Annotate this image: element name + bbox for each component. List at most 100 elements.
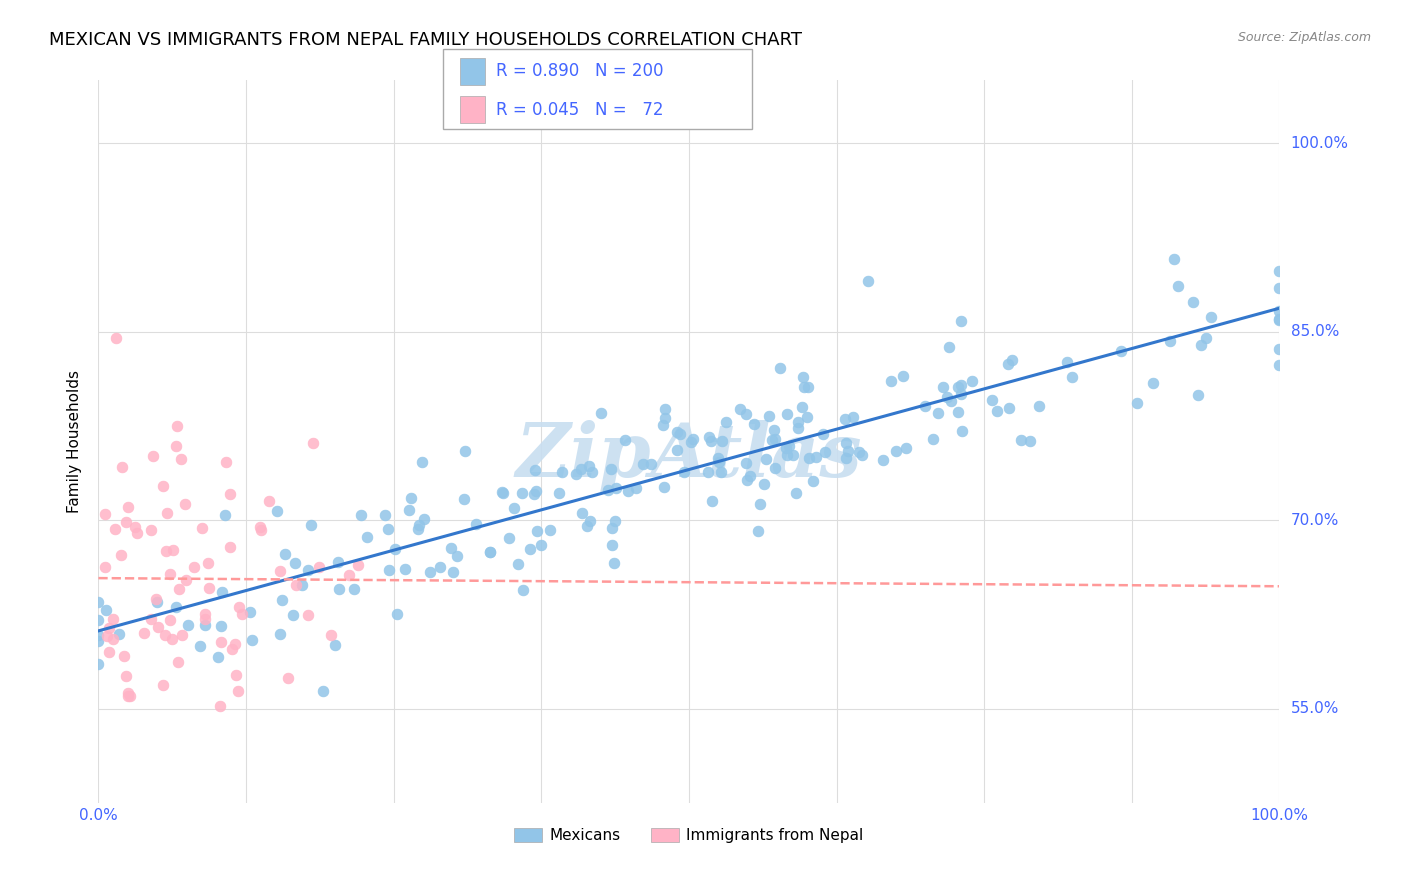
Point	[624, 481, 647, 495]
Point	[790, 401, 813, 415]
Point	[927, 406, 949, 420]
Point	[769, 360, 792, 375]
Point	[228, 600, 250, 615]
Point	[858, 274, 880, 288]
Point	[986, 404, 1008, 418]
Point	[257, 493, 280, 508]
Point	[87, 657, 110, 671]
Point	[1268, 264, 1291, 278]
Point	[498, 531, 520, 545]
Point	[997, 357, 1019, 371]
Point	[936, 390, 959, 404]
Point	[194, 618, 217, 632]
Point	[308, 559, 330, 574]
Point	[834, 436, 856, 450]
Point	[398, 503, 420, 517]
Point	[323, 638, 346, 652]
Point	[174, 497, 197, 511]
Point	[738, 469, 761, 483]
Point	[600, 521, 623, 535]
Point	[159, 567, 181, 582]
Point	[949, 377, 972, 392]
Point	[1159, 334, 1181, 348]
Point	[155, 543, 177, 558]
Point	[748, 497, 770, 511]
Point	[162, 543, 184, 558]
Point	[225, 667, 247, 681]
Point	[429, 560, 451, 574]
Point	[591, 406, 613, 420]
Point	[1163, 252, 1185, 267]
Point	[478, 545, 501, 559]
Point	[446, 549, 468, 563]
Point	[224, 637, 246, 651]
Point	[742, 417, 765, 431]
Point	[104, 522, 127, 536]
Point	[776, 407, 799, 421]
Y-axis label: Family Households: Family Households	[67, 370, 83, 513]
Point	[269, 627, 291, 641]
Point	[111, 460, 134, 475]
Point	[801, 474, 824, 488]
Point	[374, 508, 396, 523]
Point	[165, 600, 187, 615]
Point	[1268, 311, 1291, 326]
Point	[960, 374, 983, 388]
Point	[115, 669, 138, 683]
Point	[700, 434, 723, 449]
Point	[814, 445, 837, 459]
Point	[640, 457, 662, 471]
Point	[949, 314, 972, 328]
Point	[117, 500, 139, 515]
Point	[792, 369, 814, 384]
Point	[326, 555, 349, 569]
Point	[579, 514, 602, 528]
Point	[763, 432, 786, 446]
Point	[350, 508, 373, 522]
Point	[356, 530, 378, 544]
Point	[631, 457, 654, 471]
Point	[177, 618, 200, 632]
Point	[117, 689, 139, 703]
Point	[207, 649, 229, 664]
Point	[103, 612, 125, 626]
Point	[697, 430, 720, 444]
Point	[152, 677, 174, 691]
Point	[297, 607, 319, 622]
Point	[682, 432, 704, 446]
Point	[377, 562, 399, 576]
Point	[755, 452, 778, 467]
Point	[1187, 387, 1209, 401]
Point	[112, 648, 135, 663]
Point	[312, 683, 335, 698]
Text: Source: ZipAtlas.com: Source: ZipAtlas.com	[1237, 31, 1371, 45]
Point	[156, 507, 179, 521]
Point	[575, 519, 598, 533]
Point	[167, 655, 190, 669]
Point	[239, 606, 262, 620]
Point	[571, 506, 593, 520]
Point	[170, 451, 193, 466]
Point	[170, 628, 193, 642]
Point	[834, 412, 856, 426]
Point	[564, 467, 586, 482]
Point	[550, 465, 572, 479]
Point	[1268, 312, 1291, 326]
Point	[291, 578, 314, 592]
Point	[922, 432, 945, 446]
Text: 55.0%: 55.0%	[1291, 701, 1339, 716]
Point	[97, 645, 120, 659]
Point	[219, 540, 242, 554]
Point	[526, 524, 548, 538]
Point	[734, 456, 756, 470]
Point	[834, 450, 856, 465]
Point	[530, 538, 553, 552]
Point	[142, 449, 165, 463]
Point	[600, 462, 623, 476]
Point	[596, 483, 619, 498]
Text: 100.0%: 100.0%	[1291, 136, 1348, 151]
Point	[666, 443, 689, 458]
Point	[512, 582, 534, 597]
Point	[842, 409, 865, 424]
Point	[792, 380, 814, 394]
